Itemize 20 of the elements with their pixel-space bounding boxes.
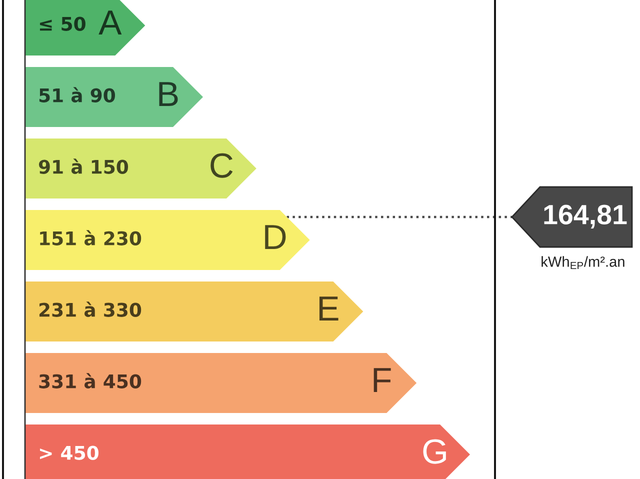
y-tick-label: G bbox=[423, 439, 446, 464]
y-tick-label: C bbox=[210, 153, 233, 178]
annotation: ≤ 50 bbox=[40, 16, 86, 31]
text: kWh$_{EP}$/m².an bbox=[542, 256, 624, 270]
annotation: 51 à 90 bbox=[39, 87, 115, 102]
y-tick-label: A bbox=[98, 10, 122, 34]
annotation: 151 à 230 bbox=[40, 230, 142, 246]
ref-line-label: 164,81 bbox=[544, 204, 627, 228]
bar bbox=[25, 353, 417, 413]
y-tick-label: F bbox=[374, 368, 391, 392]
annotation: > 450 bbox=[40, 446, 98, 460]
y-tick-label: D bbox=[265, 225, 286, 249]
bar bbox=[25, 210, 310, 270]
y-tick-label: B bbox=[159, 82, 178, 106]
bar bbox=[25, 138, 256, 198]
y-tick-label: E bbox=[319, 296, 338, 320]
annotation: 331 à 450 bbox=[39, 373, 142, 388]
annotation: 231 à 330 bbox=[39, 302, 142, 317]
bar bbox=[25, 282, 364, 342]
annotation: 91 à 150 bbox=[38, 158, 128, 174]
